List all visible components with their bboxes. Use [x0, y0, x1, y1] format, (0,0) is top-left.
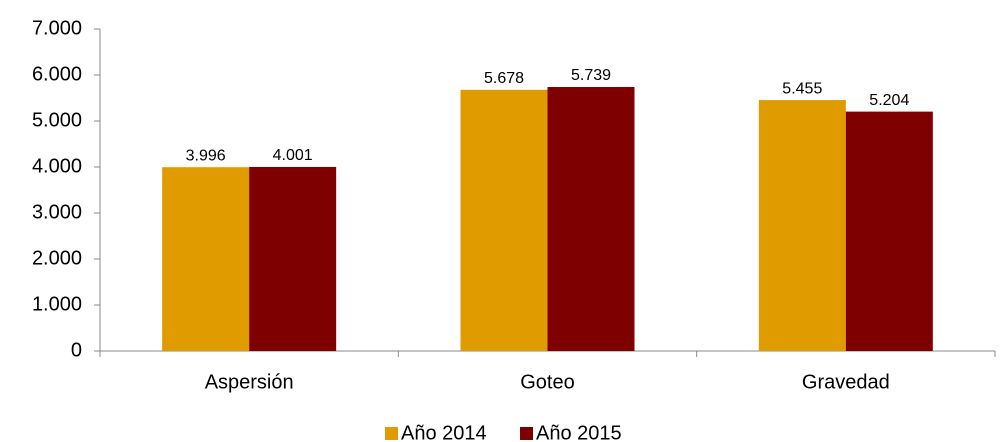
legend-label: Año 2015 — [536, 422, 622, 442]
value-label: 4.001 — [273, 147, 313, 164]
value-label: 5.455 — [782, 80, 822, 97]
value-label: 5.678 — [484, 70, 524, 87]
y-tick-label: 6.000 — [32, 63, 82, 85]
y-tick-label: 7.000 — [32, 17, 82, 39]
value-label: 5.204 — [869, 92, 909, 109]
x-tick-label: Aspersión — [205, 371, 294, 393]
bar — [162, 167, 250, 351]
bar — [845, 111, 933, 351]
y-tick-label: 3.000 — [32, 201, 82, 223]
bar — [249, 166, 337, 351]
bar — [460, 89, 548, 351]
y-tick-label: 1.000 — [32, 293, 82, 315]
value-label: 5.739 — [571, 67, 611, 84]
legend-swatch — [385, 427, 398, 440]
bar — [758, 100, 846, 351]
y-tick-label: 2.000 — [32, 247, 82, 269]
x-tick-label: Goteo — [520, 371, 574, 393]
value-label: 3.996 — [186, 147, 226, 164]
legend-label: Año 2014 — [401, 422, 487, 442]
y-tick-label: 5.000 — [32, 109, 82, 131]
y-tick-label: 0 — [71, 339, 82, 361]
bar — [547, 87, 635, 352]
x-tick-label: Gravedad — [802, 371, 890, 393]
legend-swatch — [520, 427, 533, 440]
y-tick-label: 4.000 — [32, 155, 82, 177]
